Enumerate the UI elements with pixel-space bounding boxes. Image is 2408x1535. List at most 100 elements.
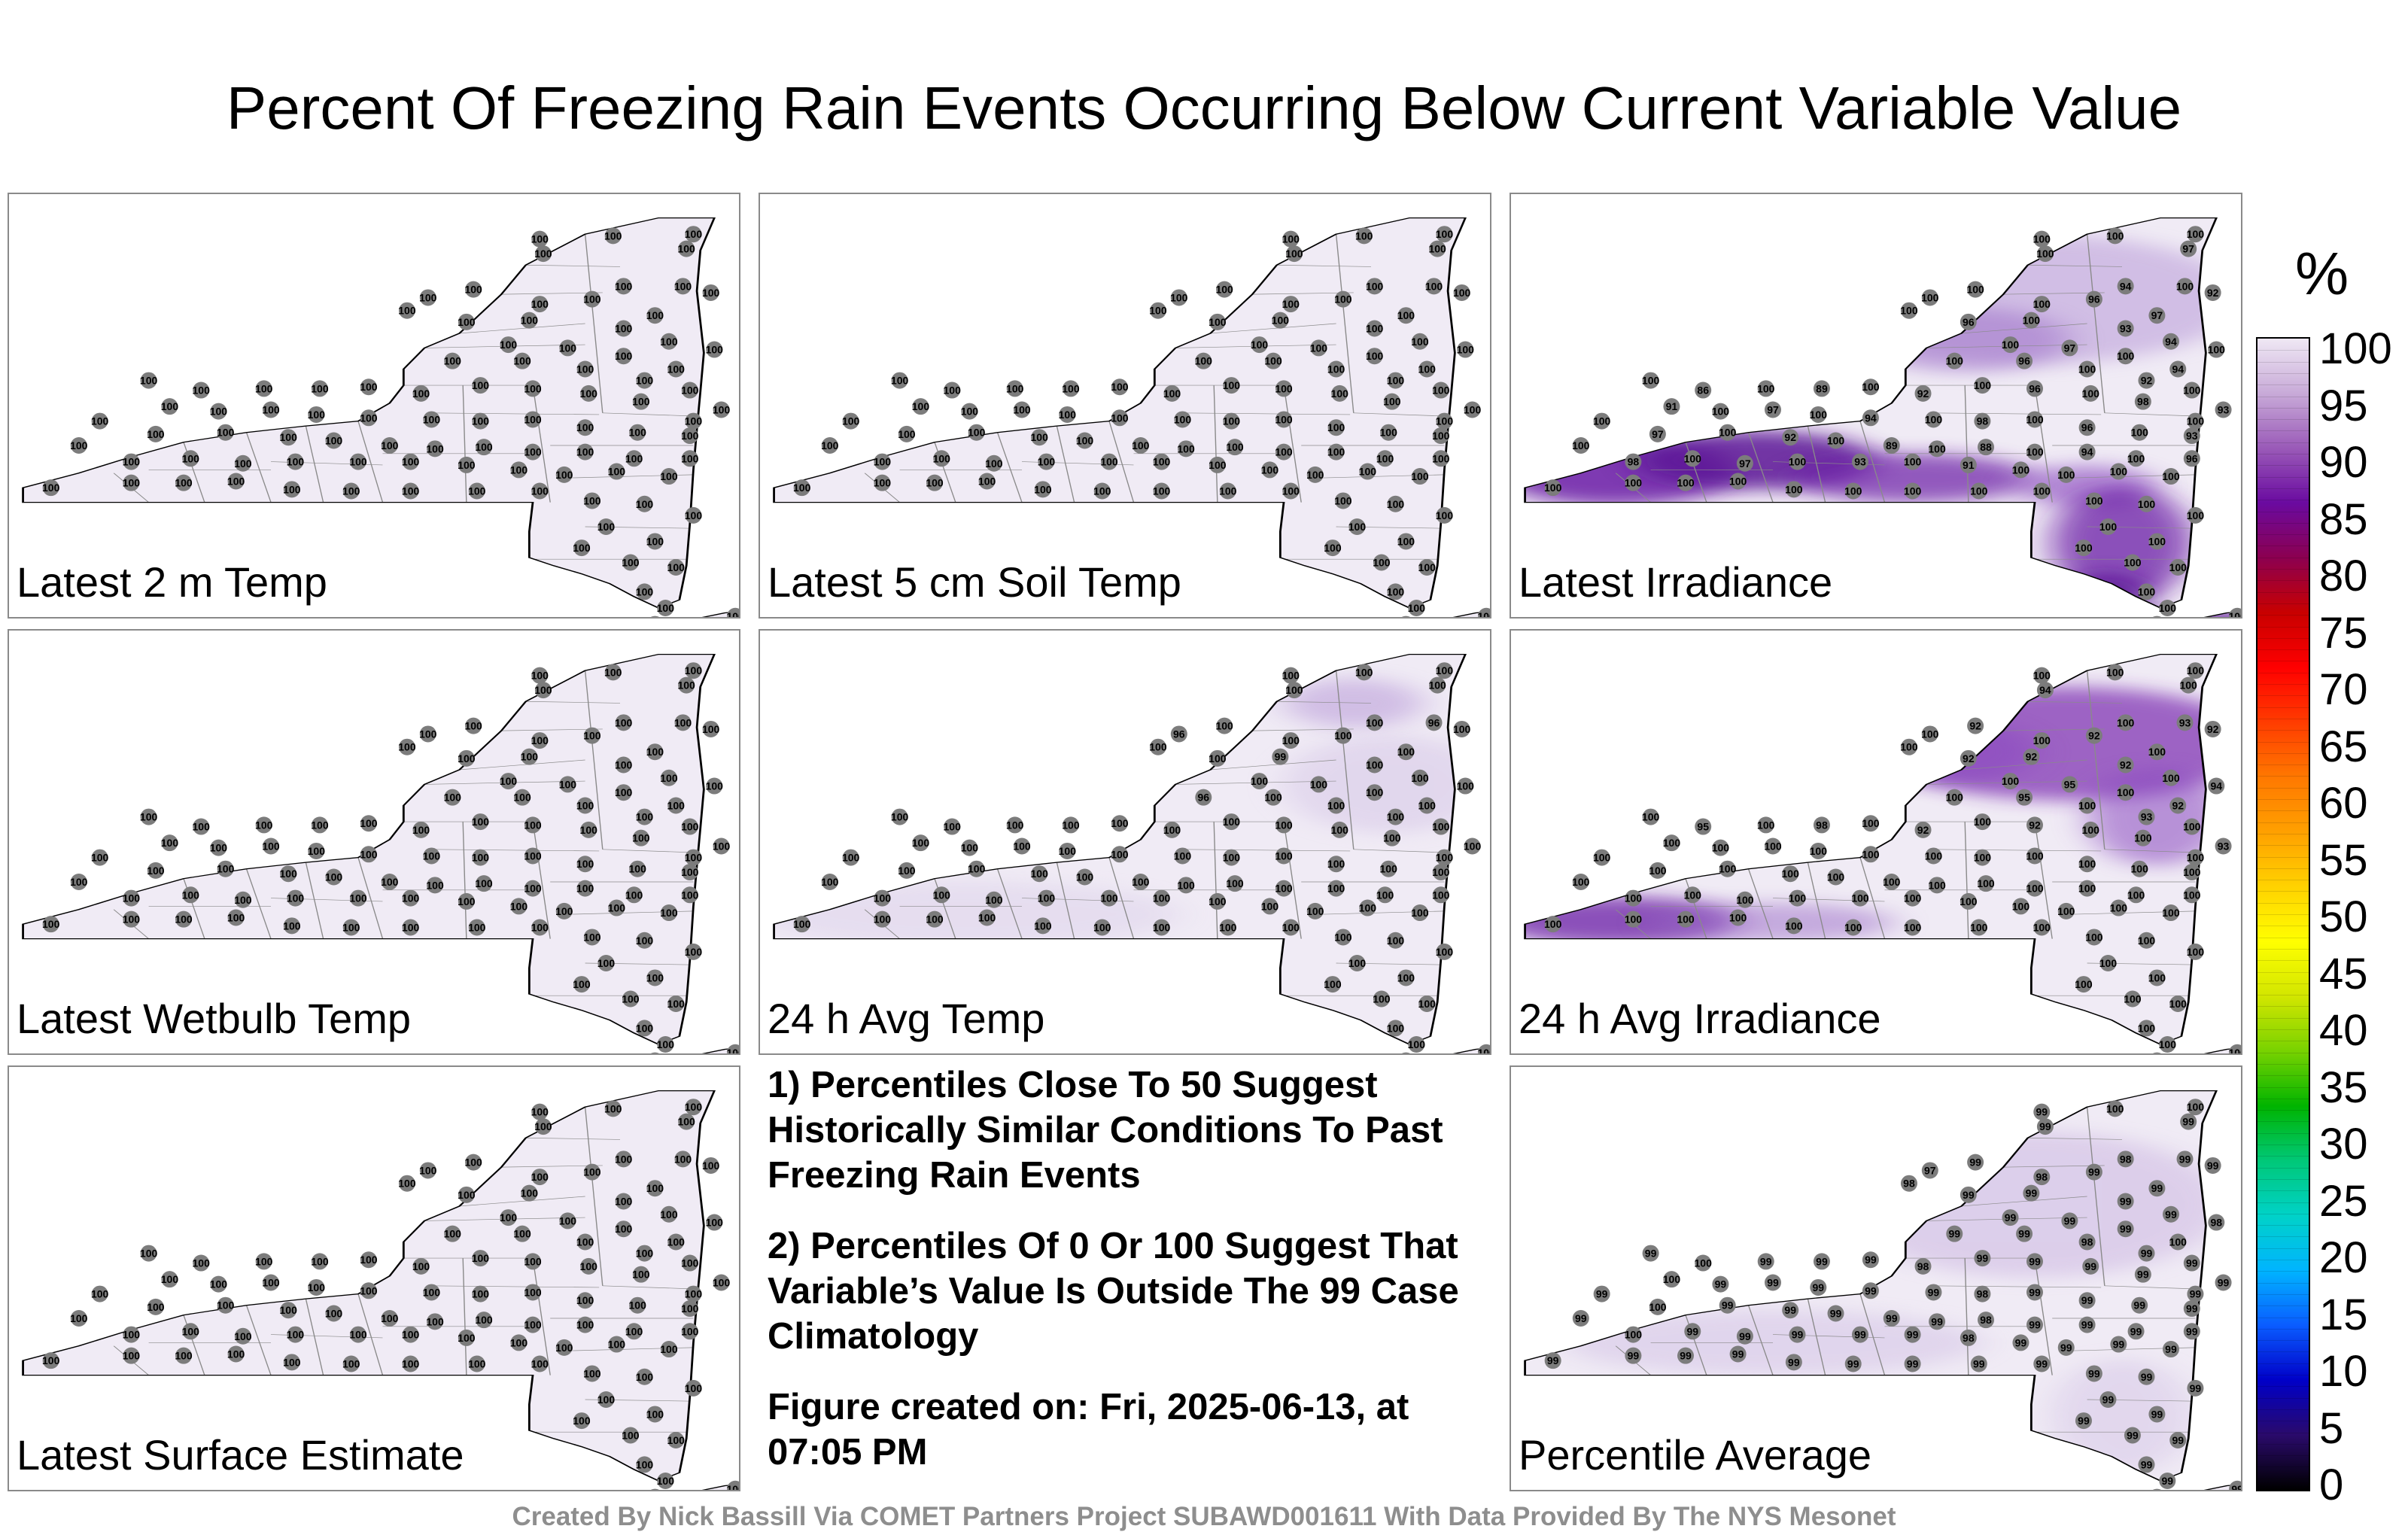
station-value: 100 — [193, 821, 211, 833]
station-value: 100 — [360, 412, 378, 424]
station-value: 100 — [91, 415, 109, 427]
station-marker: 100 — [651, 1052, 659, 1053]
station-marker: 100 — [667, 1233, 685, 1251]
station-value: 100 — [1366, 786, 1384, 798]
station-marker: 100 — [1436, 662, 1453, 679]
station-value: 100 — [1789, 456, 1807, 468]
station-marker: 100 — [1457, 777, 1474, 795]
station-value: 100 — [1366, 280, 1384, 292]
station-marker: 100 — [1397, 307, 1415, 324]
station-value: 100 — [629, 427, 647, 439]
station-marker: 100 — [1209, 313, 1227, 330]
station-value: 100 — [646, 309, 664, 321]
station-marker: 100 — [636, 932, 653, 949]
station-marker: 100 — [1684, 450, 1701, 467]
station-marker: 100 — [2106, 664, 2124, 681]
station-value: 100 — [262, 403, 280, 415]
station-marker: 100 — [210, 1275, 227, 1293]
colorbar-band — [2258, 810, 2309, 812]
station-value: 100 — [1093, 485, 1111, 497]
station-marker: 100 — [2033, 919, 2051, 936]
station-marker: 100 — [2162, 468, 2180, 485]
station-marker: 100 — [576, 1233, 594, 1251]
county-border — [245, 1305, 272, 1375]
station-marker: 100 — [1100, 889, 1118, 907]
station-marker: 100 — [1111, 846, 1129, 863]
station-marker: 100 — [1946, 789, 1963, 806]
station-value: 100 — [2169, 561, 2188, 573]
station-marker: 100 — [534, 245, 552, 263]
station-value: 100 — [1663, 837, 1681, 849]
station-value: 100 — [42, 482, 60, 494]
county-border — [996, 868, 1023, 939]
station-value: 100 — [1174, 850, 1192, 862]
station-marker: 100 — [287, 1326, 304, 1343]
station-value: 100 — [1397, 746, 1415, 758]
station-marker: 100 — [576, 856, 594, 873]
station-marker: 100 — [1477, 607, 1490, 617]
station-marker: 100 — [287, 889, 304, 907]
station-marker: 100 — [1977, 875, 1995, 892]
station-marker: 100 — [91, 849, 109, 866]
station-value: 100 — [1334, 494, 1352, 506]
station-value: 100 — [1219, 485, 1237, 497]
state-fill — [774, 654, 1466, 1044]
station-marker: 100 — [1900, 302, 1918, 319]
station-marker: 99 — [2061, 1212, 2078, 1230]
station-marker: 98 — [2033, 1169, 2051, 1186]
station-value: 100 — [464, 720, 482, 732]
station-value: 100 — [1436, 946, 1454, 958]
station-value: 99 — [2036, 1357, 2048, 1369]
station-value: 100 — [1642, 811, 1660, 823]
station-value: 100 — [1013, 840, 1031, 852]
station-value: 100 — [912, 400, 930, 412]
colorbar-band — [2258, 1017, 2309, 1019]
colorbar-band — [2258, 1087, 2309, 1088]
station-value: 99 — [2141, 1458, 2153, 1470]
station-marker: 98 — [1813, 816, 1830, 834]
station-value: 100 — [2131, 863, 2149, 875]
station-value: 100 — [1174, 413, 1192, 425]
station-marker: 100 — [681, 1254, 699, 1272]
station-marker: 100 — [2110, 899, 2127, 916]
station-value: 97 — [1739, 457, 1751, 470]
station-marker: 99 — [1684, 1323, 1701, 1340]
station-marker: 99 — [1789, 1326, 1806, 1343]
station-marker: 99 — [2036, 1118, 2054, 1135]
station-marker: 100 — [632, 393, 650, 410]
station-value: 100 — [1593, 415, 1611, 427]
station-marker: 92 — [2204, 720, 2221, 737]
station-value: 100 — [1310, 342, 1328, 354]
county-border — [1807, 1299, 1826, 1375]
station-value: 100 — [1977, 877, 1995, 889]
station-value: 93 — [2218, 840, 2230, 852]
station-value: 100 — [1223, 415, 1241, 427]
station-marker: 100 — [583, 727, 601, 744]
station-marker: 100 — [1418, 559, 1436, 576]
station-marker: 100 — [706, 1214, 723, 1231]
station-marker: 100 — [681, 886, 699, 904]
station-marker: 100 — [576, 1316, 594, 1333]
station-value: 100 — [123, 477, 141, 489]
station-marker: 100 — [262, 837, 280, 855]
county-border — [2027, 1137, 2123, 1140]
station-marker: 100 — [475, 439, 493, 456]
station-value: 99 — [2029, 1255, 2041, 1267]
station-value: 100 — [713, 840, 731, 852]
station-value: 100 — [1904, 892, 1922, 904]
station-marker: 100 — [1355, 664, 1373, 681]
station-marker: 99 — [1844, 1355, 1862, 1372]
station-value: 100 — [42, 918, 60, 930]
colorbar-tick-label: 70 — [2319, 665, 2368, 714]
station-marker: 96 — [1195, 789, 1212, 806]
station-value: 100 — [625, 889, 643, 901]
colorbar-band — [2258, 730, 2309, 731]
station-value: 96 — [1173, 728, 1185, 740]
colorbar-band — [2258, 534, 2309, 536]
station-value: 100 — [1373, 557, 1391, 569]
station-value: 100 — [1712, 842, 1730, 854]
station-marker: 100 — [1436, 226, 1453, 243]
station-value: 99 — [2207, 1160, 2219, 1172]
county-border — [2104, 1285, 2200, 1290]
